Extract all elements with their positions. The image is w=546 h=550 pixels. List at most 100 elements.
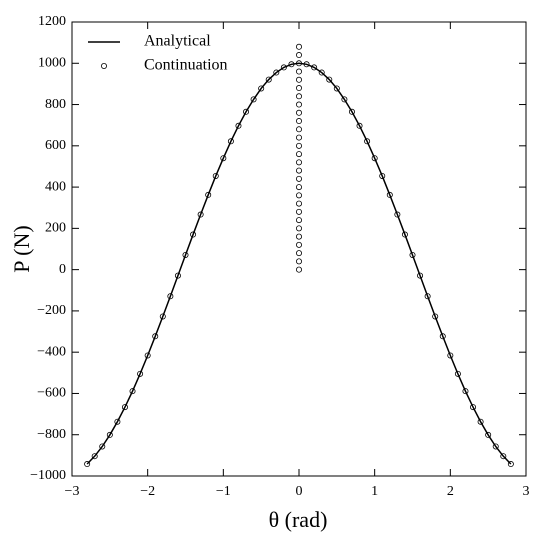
y-tick-label: 200 [45, 221, 66, 236]
continuation-point [159, 313, 166, 320]
continuation-point [295, 43, 302, 50]
continuation-point [424, 293, 431, 300]
legend-label: Continuation [144, 57, 228, 74]
y-tick-label: 800 [45, 97, 66, 112]
legend-label: Analytical [144, 33, 211, 50]
x-tick-label: 2 [447, 484, 454, 499]
continuation-point [364, 138, 371, 145]
continuation-point [386, 191, 393, 198]
continuation-point [295, 266, 302, 273]
continuation-point [295, 76, 302, 83]
y-axis-label: P (N) [9, 225, 34, 272]
continuation-point [295, 101, 302, 108]
x-tick-label: 0 [296, 484, 303, 499]
continuation-point [152, 333, 159, 340]
continuation-point [295, 142, 302, 149]
continuation-point [91, 453, 98, 460]
y-tick-label: 1000 [38, 55, 66, 70]
continuation-point [243, 108, 250, 115]
continuation-point [167, 293, 174, 300]
continuation-point [84, 461, 91, 468]
continuation-point [507, 461, 514, 468]
continuation-point [295, 241, 302, 248]
continuation-point [318, 69, 325, 76]
continuation-point [295, 200, 302, 207]
continuation-point [401, 231, 408, 238]
continuation-point [295, 85, 302, 92]
y-tick-label: −800 [37, 427, 66, 442]
continuation-point [462, 388, 469, 395]
continuation-point [235, 122, 242, 129]
continuation-point [295, 217, 302, 224]
continuation-point [417, 272, 424, 279]
x-tick-label: 3 [523, 484, 530, 499]
continuation-point [454, 370, 461, 377]
continuation-point [303, 61, 310, 68]
y-tick-label: −400 [37, 344, 66, 359]
continuation-point [227, 138, 234, 145]
continuation-point [333, 85, 340, 92]
y-tick-label: −1000 [30, 468, 66, 483]
x-tick-label: −2 [140, 484, 155, 499]
continuation-point [295, 258, 302, 265]
continuation-point [394, 211, 401, 218]
continuation-point [197, 211, 204, 218]
continuation-point [295, 233, 302, 240]
continuation-point [295, 167, 302, 174]
continuation-point [326, 76, 333, 83]
continuation-point [174, 272, 181, 279]
continuation-point [371, 155, 378, 162]
continuation-point [137, 370, 144, 377]
continuation-point [341, 96, 348, 103]
continuation-point [220, 155, 227, 162]
continuation-point [295, 192, 302, 199]
continuation-point [295, 126, 302, 133]
continuation-point [295, 93, 302, 100]
y-tick-label: −200 [37, 303, 66, 318]
continuation-point [348, 108, 355, 115]
y-tick-label: 400 [45, 179, 66, 194]
continuation-point [295, 175, 302, 182]
continuation-point [409, 251, 416, 258]
continuation-point [295, 118, 302, 125]
continuation-point [492, 443, 499, 450]
x-tick-label: −1 [216, 484, 231, 499]
continuation-point [114, 418, 121, 425]
continuation-point [144, 352, 151, 359]
continuation-point [477, 418, 484, 425]
continuation-point [295, 60, 302, 67]
continuation-point [295, 184, 302, 191]
y-tick-label: 1200 [38, 14, 66, 29]
continuation-point [295, 225, 302, 232]
continuation-point [295, 159, 302, 166]
continuation-point [212, 172, 219, 179]
continuation-point [295, 52, 302, 59]
continuation-point [295, 134, 302, 141]
continuation-point [205, 191, 212, 198]
continuation-point [295, 109, 302, 116]
continuation-point [295, 151, 302, 158]
analytical-line [86, 62, 512, 465]
x-tick-label: 1 [371, 484, 378, 499]
plot-frame [71, 21, 527, 477]
continuation-point [500, 453, 507, 460]
continuation-point [295, 208, 302, 215]
continuation-point [250, 96, 257, 103]
continuation-point [447, 352, 454, 359]
y-tick-label: 600 [45, 138, 66, 153]
continuation-point [356, 122, 363, 129]
continuation-point [295, 68, 302, 75]
continuation-point [485, 431, 492, 438]
continuation-point [288, 61, 295, 68]
continuation-point [280, 64, 287, 71]
x-tick-label: −3 [65, 484, 80, 499]
continuation-point [129, 388, 136, 395]
continuation-point [273, 69, 280, 76]
x-axis-label: θ (rad) [269, 507, 328, 532]
continuation-point [432, 313, 439, 320]
continuation-point [258, 85, 265, 92]
continuation-point [295, 250, 302, 257]
continuation-point [106, 431, 113, 438]
